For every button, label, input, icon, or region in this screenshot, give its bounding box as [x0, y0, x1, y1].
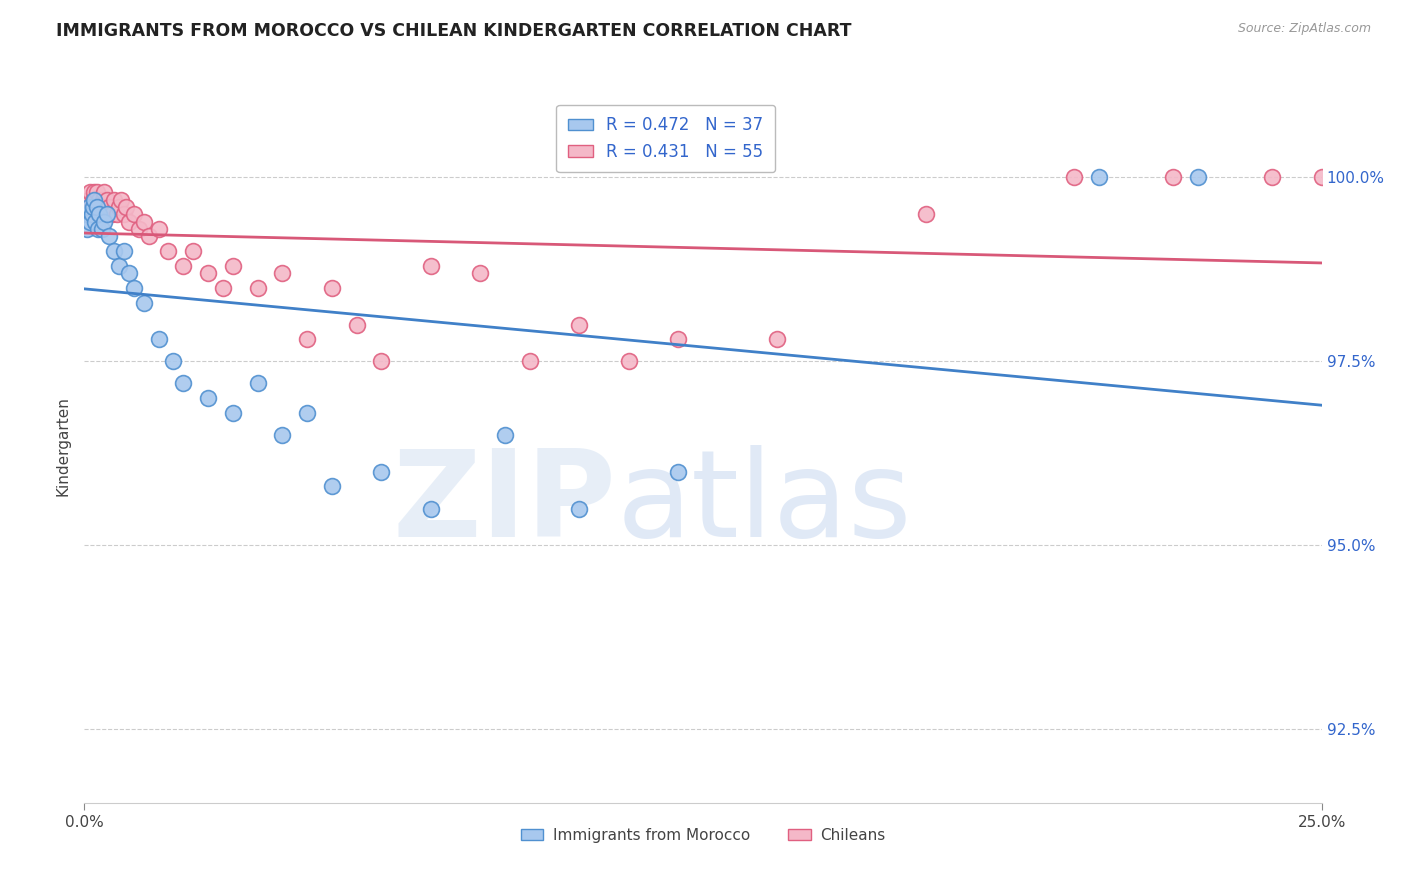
- Point: [82, 193, 104, 207]
- Point: [568, 318, 591, 332]
- Text: ZIP: ZIP: [392, 444, 616, 562]
- Point: [222, 406, 245, 420]
- Point: [86, 200, 108, 214]
- Point: [82, 200, 104, 214]
- Point: [132, 295, 155, 310]
- Point: [108, 259, 131, 273]
- Point: [110, 193, 132, 207]
- Point: [321, 479, 343, 493]
- Point: [246, 376, 269, 391]
- Point: [118, 214, 141, 228]
- Point: [100, 207, 122, 221]
- Point: [1261, 170, 1284, 185]
- Point: [197, 266, 219, 280]
- Point: [1063, 170, 1085, 185]
- Point: [519, 354, 541, 368]
- Point: [93, 185, 115, 199]
- Point: [766, 332, 789, 346]
- Point: [79, 185, 101, 199]
- Point: [271, 428, 294, 442]
- Point: [212, 281, 235, 295]
- Point: [617, 354, 640, 368]
- Point: [118, 266, 141, 280]
- Point: [84, 193, 107, 207]
- Point: [87, 200, 110, 214]
- Text: Source: ZipAtlas.com: Source: ZipAtlas.com: [1237, 22, 1371, 36]
- Point: [89, 207, 111, 221]
- Point: [1310, 170, 1333, 185]
- Text: atlas: atlas: [616, 444, 912, 562]
- Point: [83, 185, 105, 199]
- Point: [666, 332, 689, 346]
- Point: [470, 266, 492, 280]
- Point: [96, 207, 118, 221]
- Point: [84, 214, 107, 228]
- Point: [419, 259, 441, 273]
- Point: [93, 214, 115, 228]
- Point: [370, 354, 392, 368]
- Point: [128, 222, 150, 236]
- Text: IMMIGRANTS FROM MOROCCO VS CHILEAN KINDERGARTEN CORRELATION CHART: IMMIGRANTS FROM MOROCCO VS CHILEAN KINDE…: [56, 22, 852, 40]
- Point: [77, 200, 100, 214]
- Point: [83, 193, 105, 207]
- Point: [1187, 170, 1209, 185]
- Point: [89, 193, 111, 207]
- Point: [79, 193, 101, 207]
- Point: [89, 207, 111, 221]
- Point: [115, 200, 138, 214]
- Point: [80, 200, 103, 214]
- Point: [122, 207, 145, 221]
- Point: [91, 193, 114, 207]
- Point: [76, 207, 98, 221]
- Point: [90, 222, 112, 236]
- Point: [94, 200, 117, 214]
- Point: [666, 465, 689, 479]
- Point: [132, 214, 155, 228]
- Point: [103, 244, 125, 258]
- Point: [79, 200, 101, 214]
- Point: [346, 318, 368, 332]
- Point: [96, 193, 118, 207]
- Point: [419, 501, 441, 516]
- Point: [90, 200, 112, 214]
- Point: [77, 207, 100, 221]
- Point: [295, 406, 318, 420]
- Point: [197, 391, 219, 405]
- Point: [138, 229, 160, 244]
- Point: [494, 428, 516, 442]
- Point: [112, 207, 135, 221]
- Point: [148, 332, 170, 346]
- Y-axis label: Kindergarten: Kindergarten: [55, 396, 70, 496]
- Point: [79, 214, 101, 228]
- Point: [108, 200, 131, 214]
- Point: [370, 465, 392, 479]
- Point: [103, 193, 125, 207]
- Point: [172, 376, 194, 391]
- Point: [172, 259, 194, 273]
- Point: [1161, 170, 1184, 185]
- Point: [181, 244, 204, 258]
- Point: [105, 207, 128, 221]
- Point: [271, 266, 294, 280]
- Point: [157, 244, 180, 258]
- Point: [246, 281, 269, 295]
- Point: [87, 222, 110, 236]
- Point: [568, 501, 591, 516]
- Point: [112, 244, 135, 258]
- Point: [295, 332, 318, 346]
- Point: [222, 259, 245, 273]
- Point: [98, 229, 121, 244]
- Point: [914, 207, 936, 221]
- Point: [162, 354, 184, 368]
- Point: [86, 185, 108, 199]
- Legend: Immigrants from Morocco, Chileans: Immigrants from Morocco, Chileans: [515, 822, 891, 848]
- Point: [76, 222, 98, 236]
- Point: [80, 207, 103, 221]
- Point: [148, 222, 170, 236]
- Point: [98, 200, 121, 214]
- Point: [1088, 170, 1111, 185]
- Point: [321, 281, 343, 295]
- Point: [122, 281, 145, 295]
